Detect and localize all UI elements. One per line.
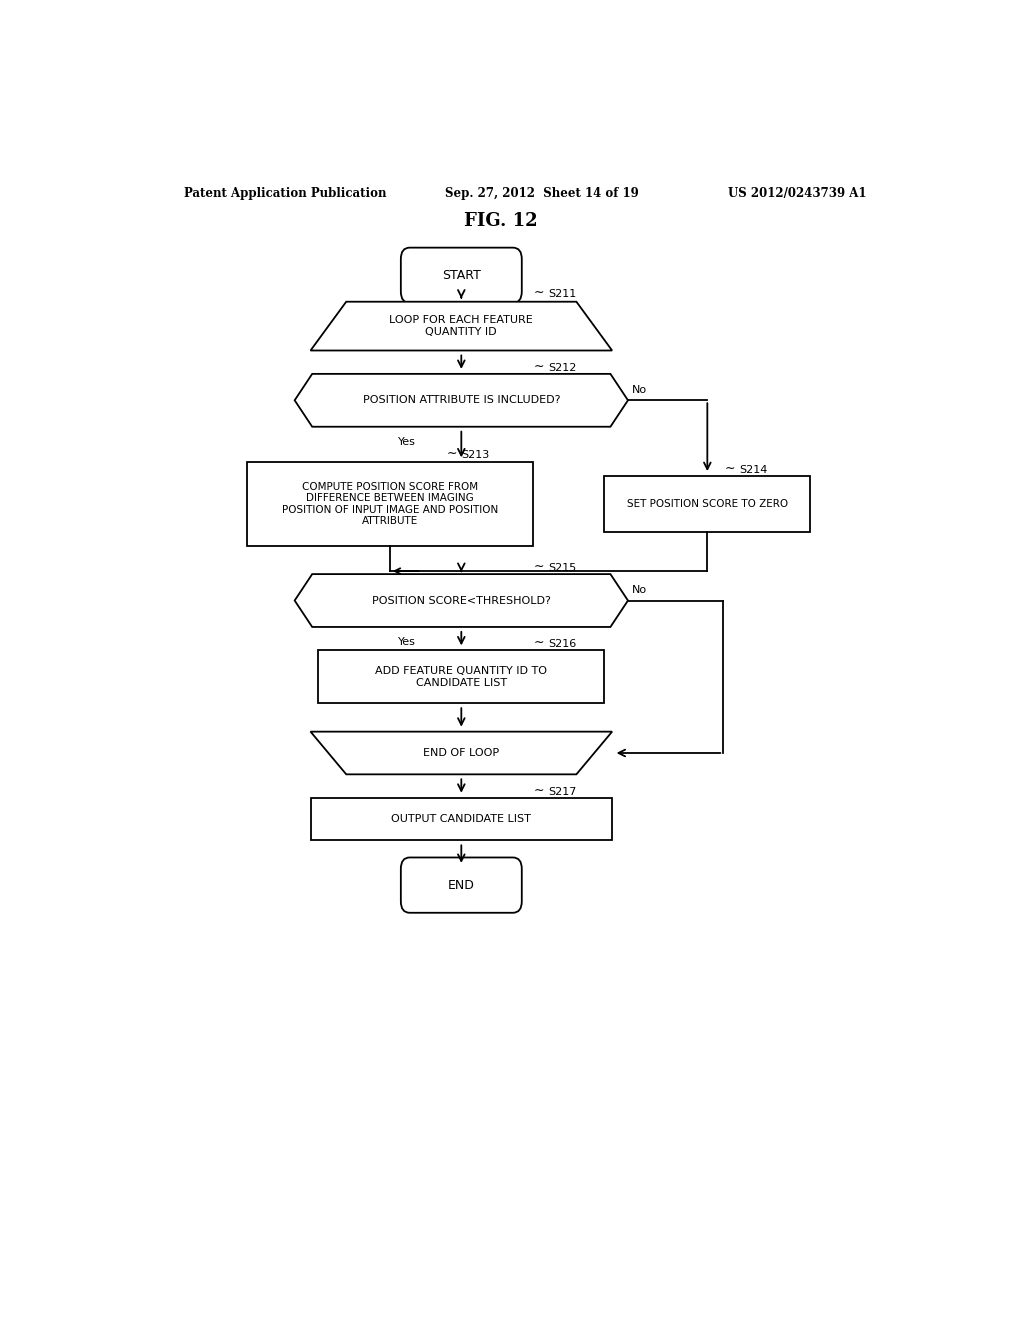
Text: Patent Application Publication: Patent Application Publication bbox=[183, 187, 386, 199]
Text: No: No bbox=[632, 385, 647, 395]
Text: END OF LOOP: END OF LOOP bbox=[423, 748, 500, 758]
Text: ADD FEATURE QUANTITY ID TO
CANDIDATE LIST: ADD FEATURE QUANTITY ID TO CANDIDATE LIS… bbox=[376, 667, 547, 688]
Text: ∼: ∼ bbox=[535, 636, 545, 649]
Bar bbox=[318, 651, 604, 704]
Bar bbox=[604, 477, 811, 532]
Text: S214: S214 bbox=[739, 465, 767, 474]
Bar bbox=[247, 462, 532, 545]
Text: ∼: ∼ bbox=[725, 462, 735, 474]
Text: ∼: ∼ bbox=[535, 285, 545, 298]
Text: S217: S217 bbox=[549, 787, 577, 797]
Text: COMPUTE POSITION SCORE FROM
DIFFERENCE BETWEEN IMAGING
POSITION OF INPUT IMAGE A: COMPUTE POSITION SCORE FROM DIFFERENCE B… bbox=[282, 482, 498, 527]
Text: Sep. 27, 2012  Sheet 14 of 19: Sep. 27, 2012 Sheet 14 of 19 bbox=[445, 187, 639, 199]
Text: S212: S212 bbox=[549, 363, 577, 372]
Text: Yes: Yes bbox=[397, 437, 416, 447]
Text: POSITION ATTRIBUTE IS INCLUDED?: POSITION ATTRIBUTE IS INCLUDED? bbox=[362, 395, 560, 405]
Text: S215: S215 bbox=[549, 564, 577, 573]
Polygon shape bbox=[310, 731, 612, 775]
Text: END: END bbox=[447, 879, 475, 891]
Text: ∼: ∼ bbox=[535, 784, 545, 797]
Text: LOOP FOR EACH FEATURE
QUANTITY ID: LOOP FOR EACH FEATURE QUANTITY ID bbox=[389, 315, 534, 337]
Text: Yes: Yes bbox=[397, 638, 416, 647]
Text: US 2012/0243739 A1: US 2012/0243739 A1 bbox=[727, 187, 866, 199]
Text: No: No bbox=[632, 586, 647, 595]
Text: ∼: ∼ bbox=[446, 447, 458, 461]
Polygon shape bbox=[310, 302, 612, 351]
Text: SET POSITION SCORE TO ZERO: SET POSITION SCORE TO ZERO bbox=[627, 499, 787, 510]
Polygon shape bbox=[295, 374, 628, 426]
Text: START: START bbox=[442, 269, 480, 281]
Text: POSITION SCORE<THRESHOLD?: POSITION SCORE<THRESHOLD? bbox=[372, 595, 551, 606]
Polygon shape bbox=[295, 574, 628, 627]
FancyBboxPatch shape bbox=[400, 248, 522, 302]
Bar bbox=[310, 797, 612, 841]
Text: ∼: ∼ bbox=[535, 360, 545, 372]
Text: S213: S213 bbox=[461, 450, 489, 461]
Text: ∼: ∼ bbox=[535, 560, 545, 573]
Text: S216: S216 bbox=[549, 639, 577, 649]
Text: FIG. 12: FIG. 12 bbox=[464, 213, 538, 231]
Text: S211: S211 bbox=[549, 289, 577, 298]
FancyBboxPatch shape bbox=[400, 858, 522, 912]
Text: OUTPUT CANDIDATE LIST: OUTPUT CANDIDATE LIST bbox=[391, 814, 531, 824]
